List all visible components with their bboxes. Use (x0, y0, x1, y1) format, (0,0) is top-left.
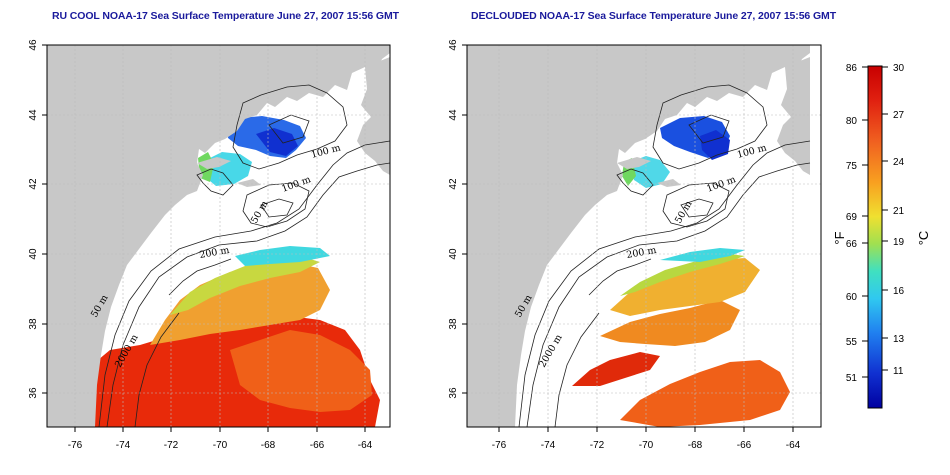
y-tick-label: 38 (28, 318, 39, 330)
left-grid (47, 45, 390, 427)
y-tick-label: 36 (28, 387, 39, 399)
fahrenheit-tick: 60 (846, 292, 858, 303)
right-sst-orange-mid (600, 300, 740, 346)
y-tick-label: 46 (28, 39, 39, 51)
fahrenheit-tick: 55 (846, 337, 858, 348)
x-tick-label: -64 (786, 440, 801, 451)
celsius-unit-label: °C (916, 231, 931, 246)
celsius-tick: 11 (893, 366, 904, 377)
celsius-tick: 16 (893, 286, 905, 297)
x-tick-label: -76 (68, 440, 83, 451)
left-sst-green-band (170, 256, 320, 315)
right-sst-red-field (572, 352, 660, 386)
right-map-panel: 100 m 100 m 50 m 200 m 50 m 2000 m -76 -… (448, 39, 822, 451)
left-sst-cyan-edge (235, 246, 330, 266)
left-sst-cold-core (256, 128, 298, 156)
left-x-tick-labels: -76 -74 -72 -70 -68 -66 -64 (68, 440, 373, 451)
y-tick-label: 46 (448, 39, 459, 51)
celsius-tick: 21 (893, 206, 905, 217)
x-tick-label: -66 (310, 440, 325, 451)
x-tick-label: -70 (213, 440, 228, 451)
contour-label: 200 m (626, 245, 658, 261)
x-tick-label: -74 (116, 440, 131, 451)
left-sst-orange-field (230, 330, 372, 412)
fahrenheit-tick: 75 (846, 161, 858, 172)
fahrenheit-tick: 80 (846, 116, 858, 127)
y-tick-label: 44 (448, 109, 459, 121)
y-tick-label: 38 (448, 318, 459, 330)
colorbar-gradient (867, 65, 883, 409)
x-tick-label: -72 (164, 440, 179, 451)
celsius-tick: 24 (893, 157, 905, 168)
y-tick-label: 44 (28, 109, 39, 121)
right-map-frame (466, 44, 822, 428)
celsius-tick: 13 (893, 334, 905, 345)
right-panel-title: DECLOUDED NOAA-17 Sea Surface Temperatur… (471, 10, 837, 22)
y-tick-label: 40 (28, 248, 39, 260)
celsius-tick: 27 (893, 110, 905, 121)
right-sst-cyan-edge (660, 248, 745, 262)
x-tick-label: -66 (737, 440, 752, 451)
left-y-tick-labels: 36 38 40 42 44 46 (28, 39, 39, 399)
right-sst-orange-field (620, 360, 790, 427)
x-tick-label: -64 (358, 440, 373, 451)
y-tick-label: 42 (448, 178, 459, 190)
fahrenheit-tick-labels: 86 80 75 69 66 60 55 51 (846, 63, 858, 384)
left-axis-ticks (42, 44, 366, 432)
x-tick-label: -74 (541, 440, 556, 451)
celsius-tick: 30 (893, 63, 905, 74)
temperature-colorbar: 86 80 75 69 66 60 55 51 30 27 24 21 19 1… (832, 63, 931, 409)
fahrenheit-tick: 69 (846, 212, 858, 223)
x-tick-label: -70 (639, 440, 654, 451)
left-map-panel: 100 m 100 m 50 m 200 m 50 m 2000 m -76 -… (28, 39, 391, 451)
y-tick-label: 36 (448, 387, 459, 399)
right-sst-yellow-band (610, 258, 760, 316)
x-tick-label: -68 (688, 440, 703, 451)
x-tick-label: -76 (492, 440, 507, 451)
celsius-tick: 19 (893, 237, 905, 248)
fahrenheit-unit-label: °F (832, 231, 847, 244)
left-panel-title: RU COOL NOAA-17 Sea Surface Temperature … (52, 10, 399, 22)
colorbar-ticks (862, 66, 888, 378)
contour-label: 200 m (199, 245, 231, 261)
fahrenheit-tick: 86 (846, 63, 858, 74)
y-tick-label: 40 (448, 248, 459, 260)
x-tick-label: -72 (590, 440, 605, 451)
y-tick-label: 42 (28, 178, 39, 190)
left-map-frame (46, 44, 391, 428)
right-axis-ticks (462, 44, 794, 432)
right-sst-green-band (620, 254, 745, 296)
fahrenheit-tick: 66 (846, 239, 858, 250)
right-grid (467, 45, 821, 427)
celsius-tick-labels: 30 27 24 21 19 16 13 11 (893, 63, 905, 377)
right-y-tick-labels: 36 38 40 42 44 46 (448, 39, 459, 399)
fahrenheit-tick: 51 (846, 373, 858, 384)
right-x-tick-labels: -76 -74 -72 -70 -68 -66 -64 (492, 440, 801, 451)
x-tick-label: -68 (261, 440, 276, 451)
